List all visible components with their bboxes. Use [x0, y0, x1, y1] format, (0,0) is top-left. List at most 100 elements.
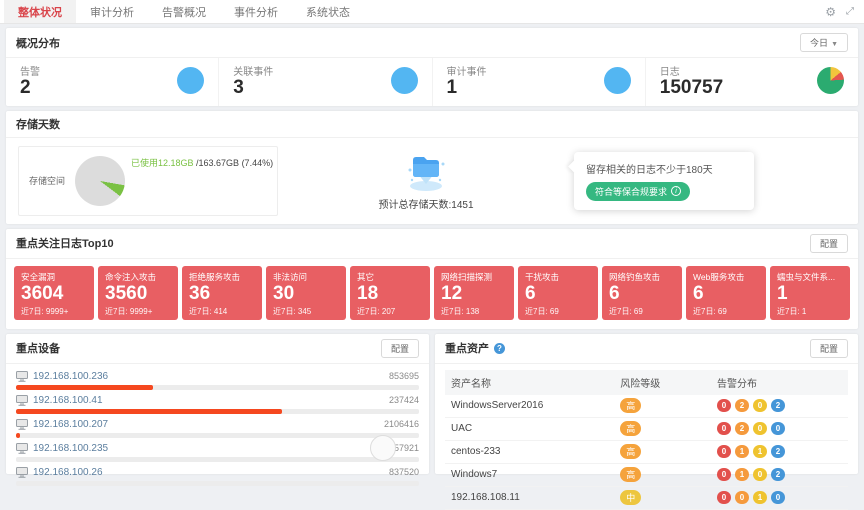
- top-logs-cards: 安全漏洞 3604 近7日: 9999+ 命令注入攻击 3560 近7日: 99…: [6, 259, 858, 329]
- alert-badge-high: 1: [734, 445, 749, 459]
- date-range-dropdown[interactable]: 今日 ▼: [800, 33, 848, 52]
- assets-config-button[interactable]: 配置: [809, 338, 848, 358]
- device-bar-track: [16, 384, 419, 390]
- devices-config-button[interactable]: 配置: [380, 338, 419, 358]
- log-card[interactable]: 非法访问 30 近7日: 345: [266, 265, 346, 320]
- log-card[interactable]: Web服务攻击 6 近7日: 69: [686, 265, 766, 320]
- col-risk-level: 风险等级: [614, 369, 711, 395]
- risk-badge: 高: [620, 421, 642, 437]
- storage-title: 存储天数: [16, 118, 60, 131]
- alert-badge-critical: 0: [716, 422, 731, 436]
- dashboard-page: 概况分布 今日 ▼ 告警 2 关联事件 3 审计事件: [0, 24, 864, 510]
- compliance-badge[interactable]: 符合等保合规要求 i: [586, 181, 691, 201]
- key-assets-title: 重点资产?: [445, 340, 505, 356]
- log-card[interactable]: 其它 18 近7日: 207: [350, 265, 430, 320]
- log-card[interactable]: 网络扫描探测 12 近7日: 138: [434, 265, 514, 320]
- stat-value: 2: [20, 77, 31, 98]
- tab-audit-analysis[interactable]: 审计分析: [90, 6, 134, 19]
- stat-label: 审计事件: [446, 67, 487, 78]
- alert-badge-medium: 1: [752, 445, 767, 459]
- stat-correlated-events: 关联事件 3: [219, 58, 433, 106]
- storage-space-label: 存储空间: [29, 176, 66, 187]
- top-tab-bar: 整体状况 审计分析 告警概况 事件分析 系统状态 ⚙ ⤢: [0, 0, 864, 24]
- overview-stats: 告警 2 关联事件 3 审计事件 1: [6, 58, 858, 106]
- log-card[interactable]: 安全漏洞 3604 近7日: 9999+: [14, 265, 94, 320]
- log-card[interactable]: 蠕虫与文件系... 1 近7日: 1: [770, 265, 850, 320]
- stat-alerts: 告警 2: [6, 58, 220, 106]
- audit-circle-icon: [603, 67, 631, 95]
- log-card[interactable]: 干扰攻击 6 近7日: 69: [518, 265, 598, 320]
- assets-table-header: 资产名称 风险等级 告警分布: [445, 369, 848, 395]
- device-row[interactable]: 192.168.100.41 237424: [16, 390, 419, 414]
- log-card[interactable]: 命令注入攻击 3560 近7日: 9999+: [98, 265, 178, 320]
- stat-label: 关联事件: [233, 67, 274, 78]
- overview-title: 概况分布: [16, 37, 60, 50]
- info-icon: i: [671, 186, 682, 197]
- alert-badge-medium: 0: [752, 468, 767, 482]
- device-row[interactable]: 192.168.100.235 2157921: [16, 438, 419, 462]
- expand-icon[interactable]: ⤢: [846, 6, 854, 17]
- key-devices-section: 重点设备 配置 192.168.100.236 853695 192.168.1…: [6, 333, 429, 486]
- device-bar-fill: [16, 432, 21, 438]
- stat-label: 日志: [659, 67, 680, 78]
- estimated-storage-days: 预计总存储天数:1451: [378, 200, 474, 212]
- asset-name: centos-233: [445, 440, 615, 464]
- device-list: 192.168.100.236 853695 192.168.100.41 23…: [6, 364, 429, 486]
- tab-overall-status[interactable]: 整体状况: [4, 0, 76, 23]
- asset-name: WindowsServer2016: [445, 394, 615, 418]
- asset-name: Windows7: [445, 463, 615, 487]
- device-row[interactable]: 192.168.100.207 2106416: [16, 414, 419, 438]
- tab-system-status[interactable]: 系统状态: [306, 6, 350, 19]
- key-assets-section: 重点资产? 配置 资产名称 风险等级 告警分布 WindowsServer201…: [435, 333, 858, 510]
- risk-badge: 高: [620, 398, 642, 414]
- stat-value: 3: [233, 77, 244, 98]
- device-row[interactable]: 192.168.100.26 837520: [16, 462, 419, 486]
- compliance-note-text: 留存相关的日志不少于180天: [586, 164, 713, 176]
- top-logs-title: 重点关注日志Top10: [16, 238, 114, 251]
- alert-badge-low: 0: [770, 422, 785, 436]
- tab-alert-overview[interactable]: 告警概况: [162, 6, 206, 19]
- alert-badge-low: 2: [770, 468, 785, 482]
- alert-badge-critical: 0: [716, 445, 731, 459]
- top-logs-config-button[interactable]: 配置: [809, 233, 848, 253]
- overview-section: 概况分布 今日 ▼ 告警 2 关联事件 3 审计事件: [6, 28, 858, 106]
- tab-event-analysis[interactable]: 事件分析: [234, 6, 278, 19]
- device-row[interactable]: 192.168.100.236 853695: [16, 366, 419, 390]
- log-card[interactable]: 拒绝服务攻击 36 近7日: 414: [182, 265, 262, 320]
- alert-badge-high: 1: [734, 468, 749, 482]
- gear-icon[interactable]: ⚙: [825, 4, 836, 19]
- alert-badge-low: 0: [770, 491, 785, 505]
- monitor-icon: [16, 394, 28, 406]
- logs-pie-chart-icon: [817, 67, 844, 95]
- risk-badge: 高: [620, 467, 642, 483]
- alert-badge-medium: 0: [752, 422, 767, 436]
- alert-badge-high: 2: [734, 422, 749, 436]
- stat-audit-events: 审计事件 1: [433, 58, 646, 106]
- alert-badge-medium: 1: [752, 491, 767, 505]
- storage-days-panel: 预计总存储天数:1451: [278, 150, 574, 211]
- alert-badge-high: 2: [734, 399, 749, 413]
- help-icon[interactable]: ?: [494, 342, 505, 354]
- alert-badge-critical: 0: [716, 399, 731, 413]
- alert-badge-low: 2: [770, 445, 785, 459]
- col-alert-distribution: 告警分布: [710, 369, 848, 395]
- top-logs-section: 重点关注日志Top10 配置 安全漏洞 3604 近7日: 9999+ 命令注入…: [6, 228, 858, 329]
- asset-name: UAC: [445, 417, 615, 441]
- folder-icon: [398, 150, 454, 194]
- key-devices-title: 重点设备: [16, 343, 60, 356]
- alert-badge-medium: 0: [752, 399, 767, 413]
- floating-button-partial[interactable]: [370, 435, 396, 461]
- storage-section: 存储天数 存储空间 已使用12.18GB /163.67GB (7.44%): [6, 110, 858, 224]
- device-bar-track: [16, 480, 419, 486]
- stat-label: 告警: [20, 67, 40, 78]
- device-bar-fill: [16, 384, 154, 390]
- alerts-circle-icon: [177, 67, 205, 95]
- log-card[interactable]: 网络钓鱼攻击 6 近7日: 69: [602, 265, 682, 320]
- monitor-icon: [16, 442, 28, 454]
- device-bar-track: [16, 432, 419, 438]
